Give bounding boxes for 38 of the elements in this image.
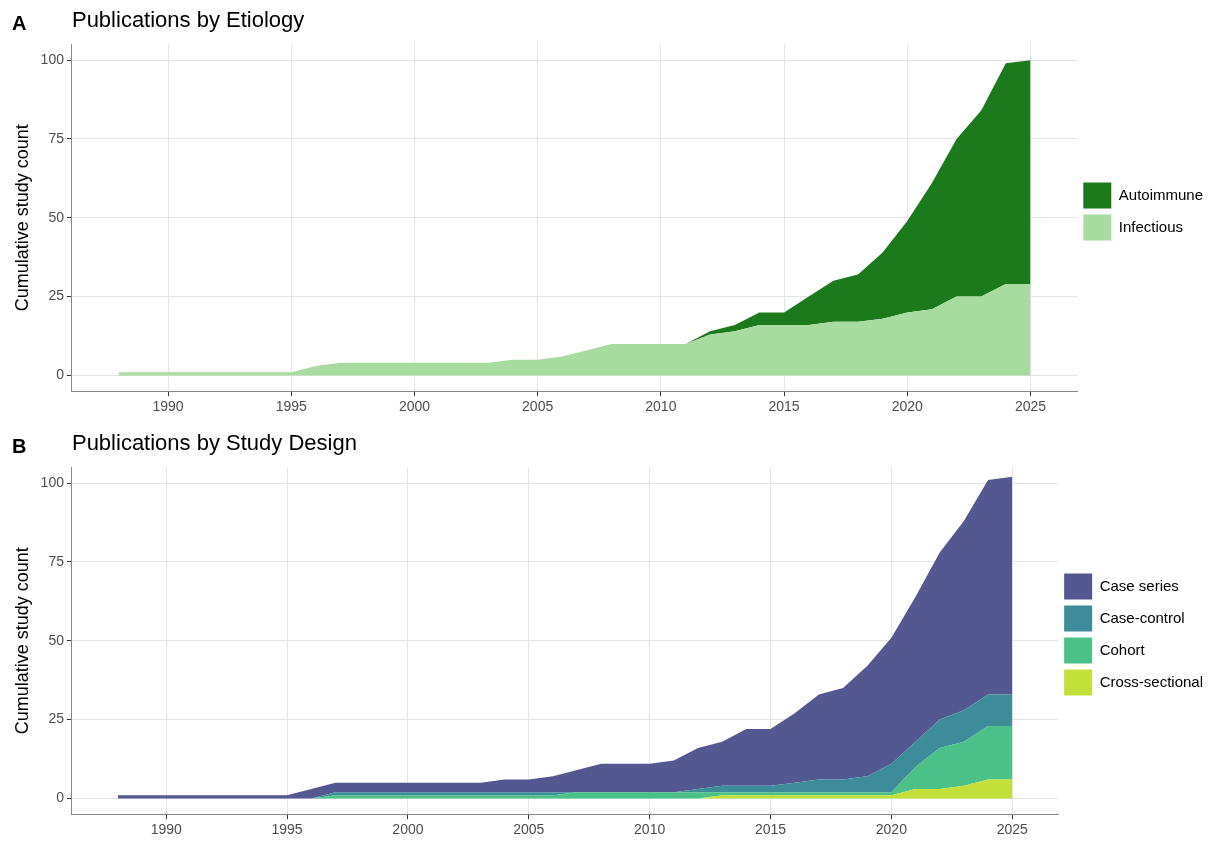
- y-tick-label: 0: [56, 789, 65, 806]
- y-tick-label: 25: [48, 287, 65, 304]
- y-tick-label: 100: [40, 474, 65, 491]
- legend-label: Infectious: [1118, 217, 1184, 235]
- x-tick-label: 2000: [398, 398, 431, 415]
- y-tick-label: 0: [56, 366, 65, 383]
- x-tick-label: 1995: [271, 821, 303, 838]
- legend-label: Cohort: [1099, 640, 1146, 658]
- x-tick-label: 2020: [891, 398, 924, 415]
- legend-label: Cross-sectional: [1099, 672, 1204, 690]
- x-tick-label: 2010: [645, 398, 677, 415]
- x-tick-label: 2015: [754, 821, 787, 838]
- x-tick-label: 2005: [513, 821, 545, 838]
- y-tick-label: 50: [48, 631, 65, 648]
- y-tick-label: 75: [48, 129, 65, 146]
- text: B: [12, 434, 27, 457]
- x-tick-label: 2015: [768, 398, 800, 415]
- y-axis-title: Cumulative study count: [11, 124, 32, 312]
- x-tick-label: 2005: [522, 398, 554, 415]
- chart-title: Publications by Etiology: [71, 7, 305, 33]
- y-tick-label: 25: [48, 710, 65, 727]
- legend-label: Case-control: [1099, 608, 1185, 626]
- legend-label: Case series: [1099, 576, 1179, 594]
- chart-title: Publications by Study Design: [71, 430, 357, 456]
- x-tick-label: 2000: [392, 821, 424, 838]
- y-tick-label: 50: [48, 208, 65, 225]
- x-tick-label: 2010: [634, 821, 666, 838]
- y-axis-title: Cumulative study count: [11, 547, 32, 735]
- x-tick-label: 1990: [152, 398, 184, 415]
- x-tick-label: 1990: [150, 821, 183, 838]
- x-tick-label: 2020: [875, 821, 908, 838]
- legend-label: Autoimmune: [1118, 185, 1204, 203]
- y-tick-label: 100: [40, 51, 65, 68]
- text: A: [12, 11, 27, 34]
- x-tick-label: 2025: [996, 821, 1028, 838]
- x-tick-label: 1995: [275, 398, 308, 415]
- y-tick-label: 75: [48, 552, 65, 569]
- x-tick-label: 2025: [1014, 398, 1047, 415]
